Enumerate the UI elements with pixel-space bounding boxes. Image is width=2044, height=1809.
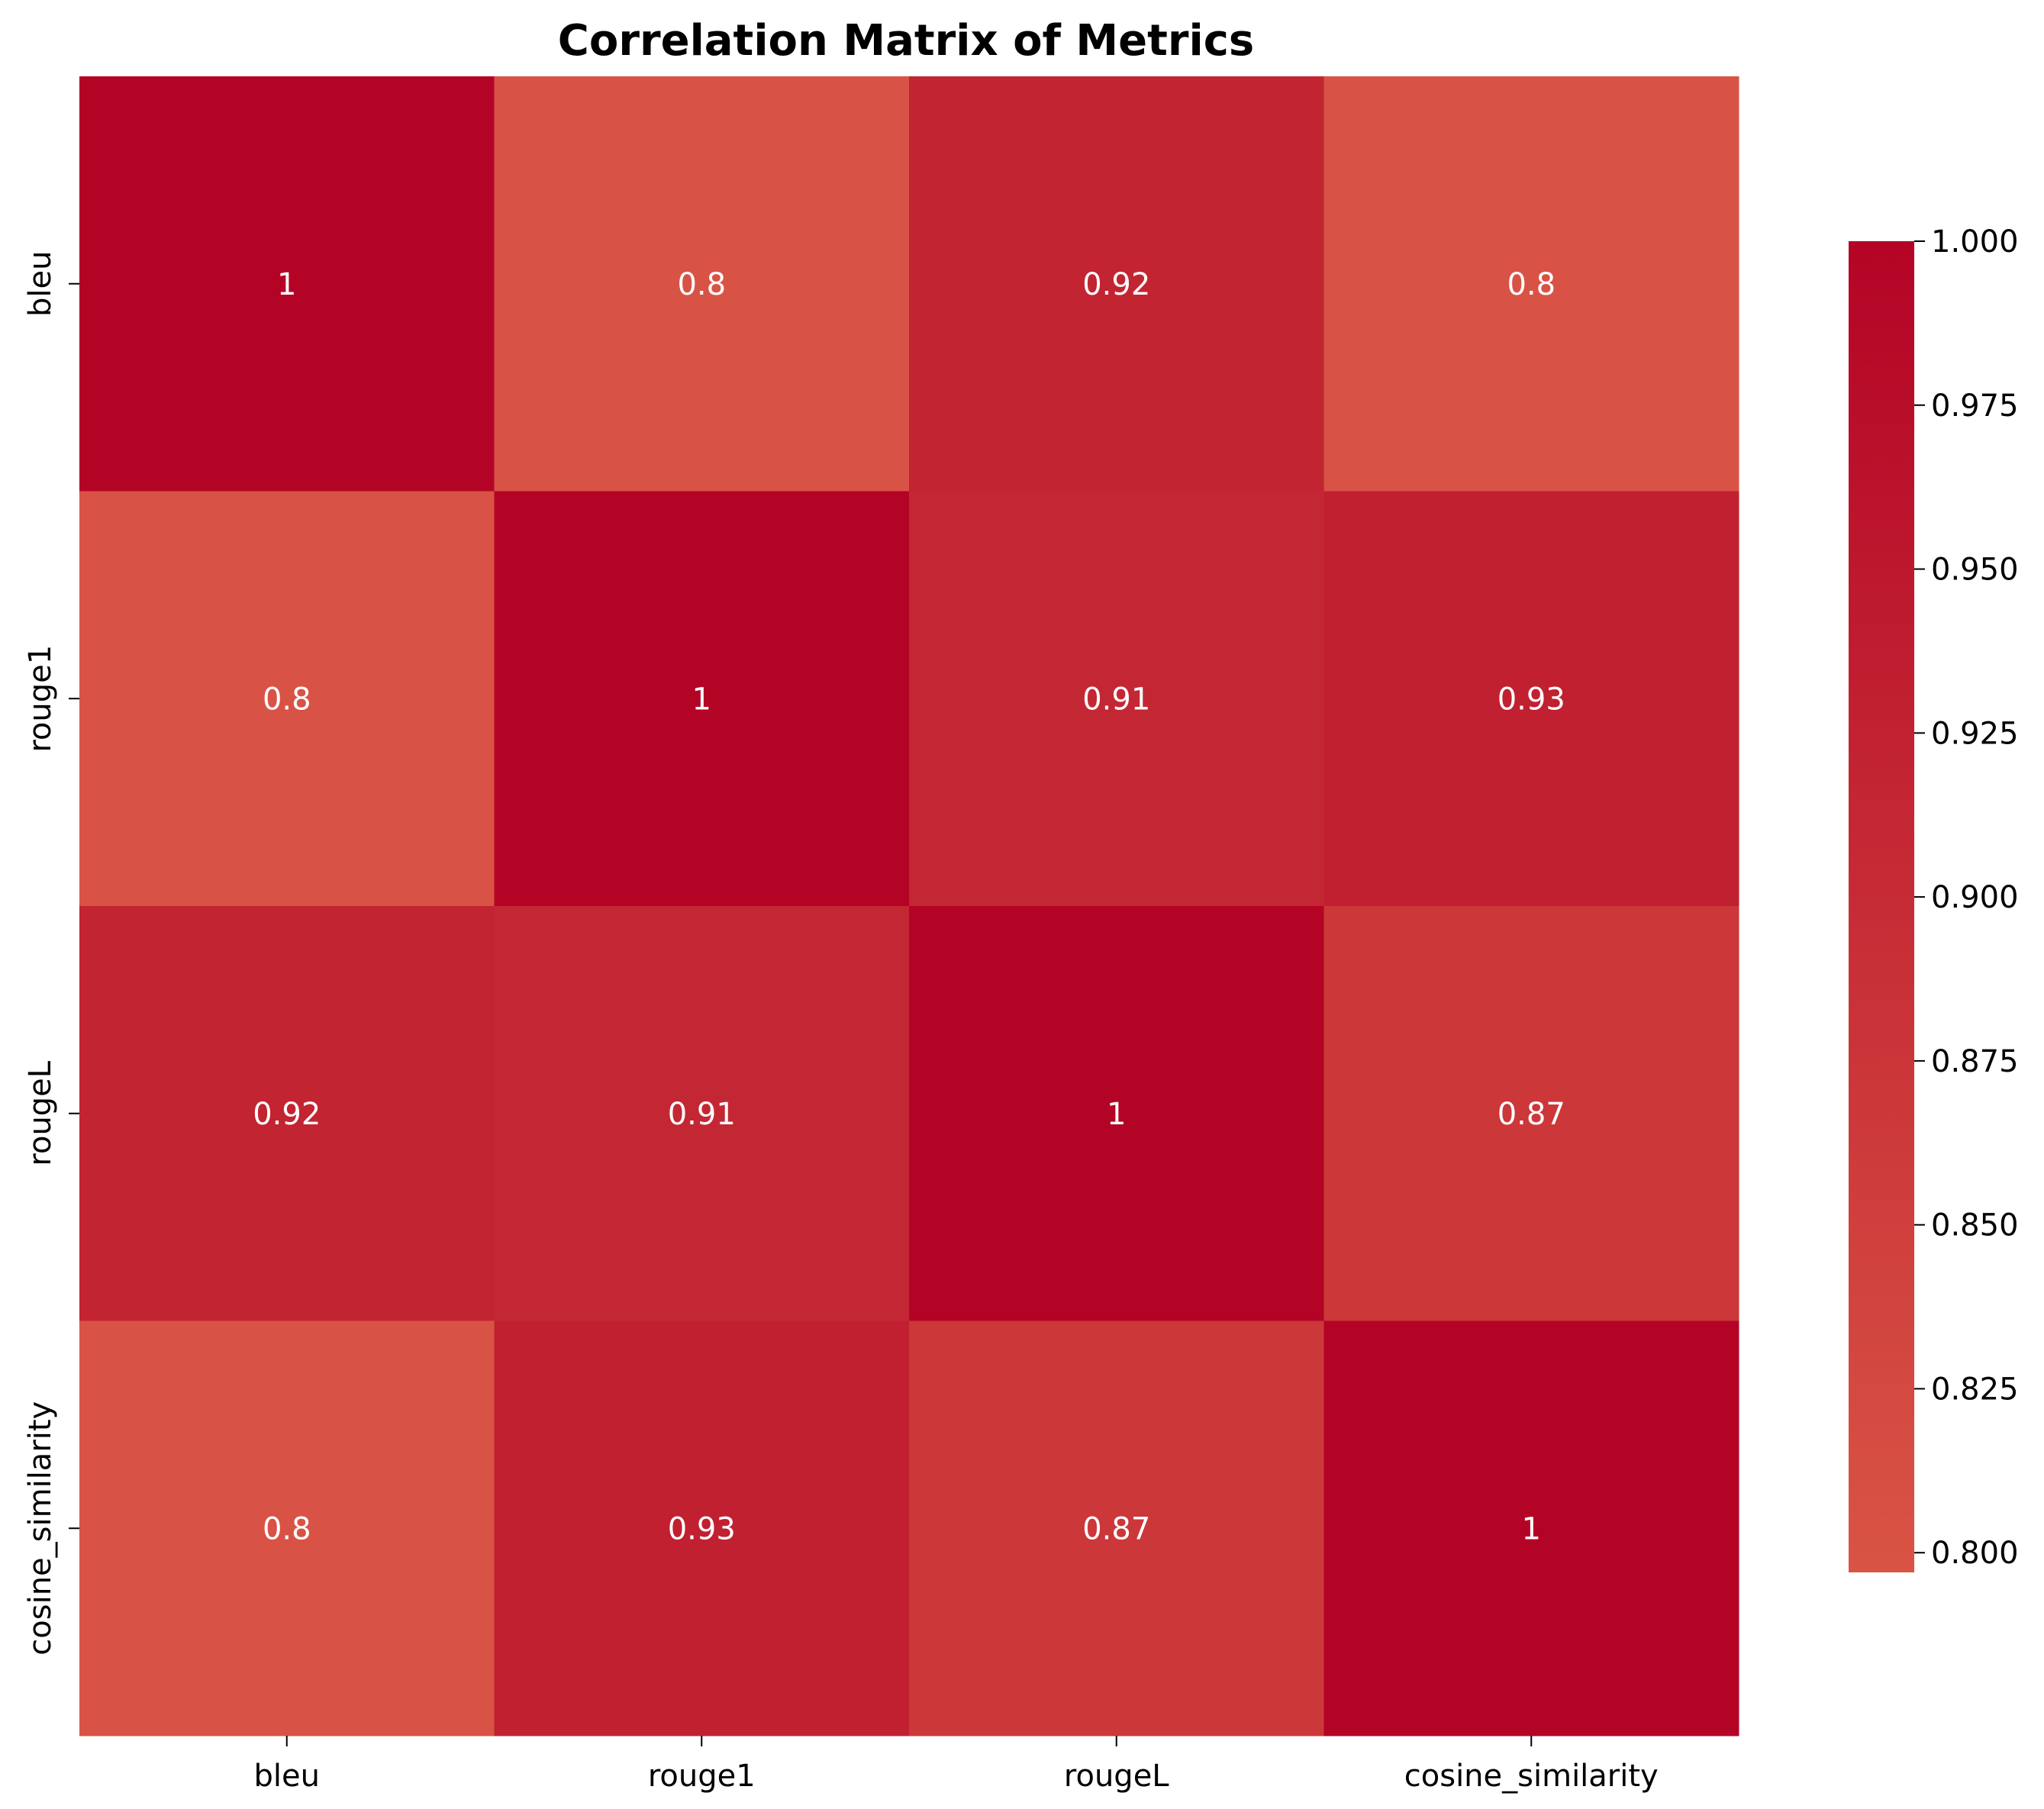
cell-value-label: 0.93 xyxy=(668,1511,736,1546)
y-tick-label-rouge1: rouge1 xyxy=(23,645,58,753)
x-tick-label-rouge1: rouge1 xyxy=(648,1759,756,1794)
colorbar-tick-label: 0.875 xyxy=(1931,1044,2019,1079)
colorbar-tick-label: 0.800 xyxy=(1931,1536,2019,1571)
colorbar-tick-label: 0.950 xyxy=(1931,553,2019,588)
cell-value-label: 0.93 xyxy=(1498,682,1565,717)
cell-value-label: 1 xyxy=(1522,1511,1541,1546)
x-tick-label-rougeL: rougeL xyxy=(1064,1759,1169,1794)
y-tick-label-cosine_similarity: cosine_similarity xyxy=(23,1401,58,1656)
heatmap-cell-rougeL-rougeL xyxy=(909,906,1324,1321)
heatmap-cell-rougeL-rouge1 xyxy=(494,906,910,1321)
cell-value-label: 1 xyxy=(1107,1097,1126,1132)
chart-title: Correlation Matrix of Metrics xyxy=(558,16,1254,66)
cell-value-label: 0.91 xyxy=(1082,682,1150,717)
colorbar-tick-label: 0.850 xyxy=(1931,1208,2019,1243)
colorbar-tick-label: 0.825 xyxy=(1931,1372,2019,1407)
heatmap-cell-rouge1-bleu xyxy=(79,491,495,907)
y-tick-label-rougeL: rougeL xyxy=(23,1060,58,1166)
y-tick-label-bleu: bleu xyxy=(23,251,58,317)
heatmap-cell-cosine_similarity-rougeL xyxy=(909,1320,1324,1736)
cell-value-label: 0.8 xyxy=(263,1511,311,1546)
cell-value-label: 0.8 xyxy=(677,267,726,302)
cell-value-label: 0.92 xyxy=(1082,267,1150,302)
cell-value-label: 0.8 xyxy=(1507,267,1556,302)
y-axis: bleu rouge1 rougeL cosine_similarity xyxy=(23,251,79,1656)
colorbar-axis: 0.800 0.825 0.850 0.875 0.900 0.925 0.950 0.975… xyxy=(1914,224,2019,1571)
heatmap-cell-labels: 1 0.8 0.92 0.8 0.8 1 0.91 0.93 0.92 0.91 1 0.87 0.8 0… xyxy=(253,267,1565,1547)
x-axis: bleu rouge1 rougeL cosine_similarity xyxy=(254,1736,1659,1794)
heatmap-cell-rougeL-bleu xyxy=(79,906,495,1321)
cell-value-label: 0.91 xyxy=(668,1097,736,1132)
cell-value-label: 1 xyxy=(277,267,296,302)
cell-value-label: 0.87 xyxy=(1498,1097,1565,1132)
heatmap-cells xyxy=(79,76,1739,1736)
colorbar-tick-label: 0.975 xyxy=(1931,389,2019,424)
heatmap-cell-rouge1-cosine_similarity xyxy=(1323,491,1739,907)
colorbar-tick-label: 0.900 xyxy=(1931,880,2019,915)
heatmap-cell-bleu-cosine_similarity xyxy=(1323,76,1739,492)
heatmap-cell-bleu-rouge1 xyxy=(494,76,910,492)
heatmap-cell-rouge1-rouge1 xyxy=(494,491,910,907)
heatmap-cell-cosine_similarity-bleu xyxy=(79,1320,495,1736)
cell-value-label: 1 xyxy=(692,682,711,717)
colorbar-tick-label: 1.000 xyxy=(1931,224,2019,260)
x-tick-label-bleu: bleu xyxy=(254,1759,320,1794)
heatmap-cell-rougeL-cosine_similarity xyxy=(1323,906,1739,1321)
cell-value-label: 0.87 xyxy=(1082,1511,1150,1546)
colorbar xyxy=(1849,241,1914,1572)
colorbar-tick-label: 0.925 xyxy=(1931,716,2019,751)
colorbar-gradient xyxy=(1849,241,1914,1572)
heatmap-cell-bleu-rougeL xyxy=(909,76,1324,492)
heatmap-cell-cosine_similarity-rouge1 xyxy=(494,1320,910,1736)
cell-value-label: 0.8 xyxy=(263,682,311,717)
heatmap-cell-rouge1-rougeL xyxy=(909,491,1324,907)
cell-value-label: 0.92 xyxy=(253,1097,321,1132)
heatmap-cell-bleu-bleu xyxy=(79,76,495,492)
x-tick-label-cosine_similarity: cosine_similarity xyxy=(1404,1759,1659,1794)
heatmap-cell-cosine_similarity-cosine_similarity xyxy=(1323,1320,1739,1736)
